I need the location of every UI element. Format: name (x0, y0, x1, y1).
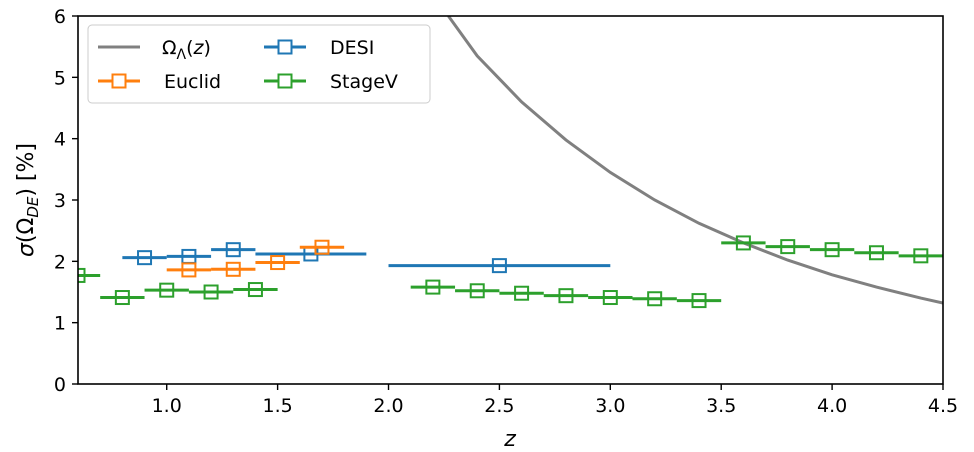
legend-label: StageV (330, 71, 398, 93)
legend-item-stagev: StageV (264, 71, 398, 93)
data-point (78, 267, 86, 283)
x-axis-label: z (503, 427, 516, 452)
curve-layer (447, 16, 943, 305)
series-layer (78, 235, 943, 309)
data-point (868, 245, 884, 261)
x-axis: 1.0 1.5 2.0 2.5 3.0 3.5 4.0 4.5 (152, 384, 958, 417)
data-point (602, 290, 618, 306)
y-tick-label: 4 (54, 129, 66, 151)
data-point (491, 258, 507, 274)
y-tick-label: 0 (54, 374, 66, 396)
x-tick-label: 2.5 (484, 395, 514, 417)
data-point (270, 255, 286, 271)
y-axis-label: σ(ΩDE) [%] (14, 143, 42, 257)
data-point (735, 235, 751, 251)
data-point (225, 242, 241, 258)
data-point (203, 284, 219, 300)
data-point (159, 282, 175, 298)
legend-swatch-marker (277, 73, 293, 89)
y-axis-label-subscript: DE (24, 196, 42, 218)
data-point (780, 239, 796, 255)
x-tick-label: 3.0 (595, 395, 625, 417)
data-point (514, 285, 530, 301)
y-tick-label: 3 (54, 190, 66, 212)
omega-lambda-curve (447, 16, 943, 305)
series-euclid (166, 239, 345, 278)
y-tick-label: 2 (54, 251, 66, 273)
data-point (647, 291, 663, 307)
x-tick-label: 1.5 (263, 395, 293, 417)
legend-label: DESI (330, 37, 374, 59)
legend-swatch-marker (111, 73, 127, 89)
data-point (469, 283, 485, 299)
data-point (114, 290, 130, 306)
data-point (558, 288, 574, 304)
legend-curve-label: ΩΛ(z) (162, 37, 211, 63)
x-tick-label: 2.0 (373, 395, 403, 417)
data-point (225, 261, 241, 277)
y-tick-label: 5 (54, 67, 66, 89)
series-stagev (78, 235, 943, 309)
y-tick-label: 6 (54, 6, 66, 28)
x-tick-label: 4.5 (928, 395, 958, 417)
data-point (913, 248, 929, 264)
data-point (824, 242, 840, 258)
legend-box (87, 24, 431, 104)
legend: ΩΛ(z) DESI Euclid StageV (87, 24, 431, 104)
legend-swatch-marker (277, 39, 293, 55)
series-desi (122, 242, 611, 274)
data-point (691, 293, 707, 309)
legend-item-euclid: Euclid (98, 71, 221, 93)
legend-label: Euclid (164, 71, 221, 93)
y-axis-label-prefix: (Ω (14, 218, 39, 243)
data-point (247, 282, 263, 298)
x-tick-label: 4.0 (817, 395, 847, 417)
x-tick-label: 1.0 (152, 395, 182, 417)
y-tick-label: 1 (54, 313, 66, 335)
data-point (137, 250, 153, 266)
data-point (181, 262, 197, 278)
data-point (314, 239, 330, 255)
legend-item-desi: DESI (264, 37, 374, 59)
x-tick-label: 3.5 (706, 395, 736, 417)
plot-area (78, 16, 943, 309)
y-axis: 0 1 2 3 4 5 6 (54, 6, 78, 396)
data-point (425, 279, 441, 295)
y-axis-label-suffix: ) [%] (14, 143, 39, 197)
